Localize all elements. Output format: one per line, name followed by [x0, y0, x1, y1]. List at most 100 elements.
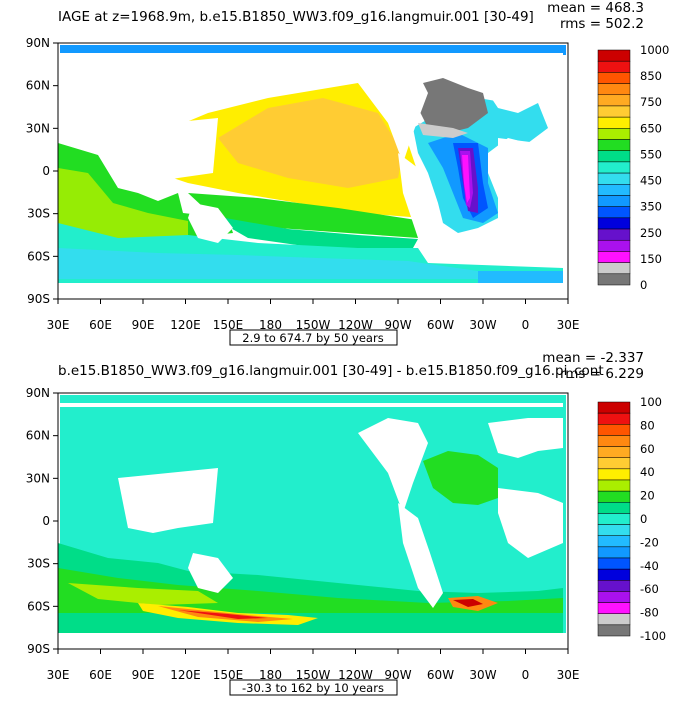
y-axis-2: 90N 60N 30N 0 30S 60S 90S — [26, 386, 58, 656]
colorbar-swatch — [597, 262, 631, 275]
x-tick-label: 180 — [259, 668, 282, 682]
y-axis-1: 90N 60N 30N 0 30S 60S 90S — [26, 36, 58, 306]
colorbar-swatch — [597, 490, 631, 503]
colorbar-swatch — [597, 273, 631, 286]
x-tick-label: 150W — [296, 318, 331, 332]
region-equatorial-pacific — [188, 193, 423, 238]
panel2-mean: mean = -2.337 — [542, 350, 644, 366]
x-tick-label: 90E — [132, 318, 155, 332]
colorbar-label: 850 — [640, 69, 662, 83]
x-tick-label: 120W — [338, 668, 373, 682]
x-axis-1: 30E 60E 90E 120E 150E 180 150W 120W 90W 60W 30W 0 30… — [47, 299, 579, 332]
colorbar-swatch — [597, 161, 631, 174]
colorbar-swatch — [597, 239, 631, 252]
colorbar-swatch — [597, 435, 631, 447]
x-tick-label: 150E — [213, 318, 244, 332]
colorbar-swatch — [597, 479, 631, 492]
colorbar-label: 40 — [640, 465, 655, 479]
y-tick-label: 90S — [27, 642, 50, 656]
colorbar-label: 250 — [640, 226, 662, 240]
x-tick-label: 30W — [469, 318, 496, 332]
x-tick-label: 120E — [170, 318, 201, 332]
panel1-title: IAGE at z=1968.9m, b.e15.B1850_WW3.f09_g… — [58, 9, 534, 25]
panel1-rms: rms = 502.2 — [560, 16, 644, 32]
y-tick-label: 90S — [27, 292, 50, 306]
colorbar-swatch — [597, 195, 631, 207]
colorbar-swatch — [597, 424, 631, 436]
y-tick-label: 30S — [27, 557, 50, 571]
x-axis-2: 30E 60E 90E 120E 150E 180 150W 120W 90W 60W 30W 0 30… — [47, 649, 580, 682]
x-tick-label: 30W — [469, 668, 496, 682]
x-tick-label: 60W — [427, 318, 454, 332]
y-tick-label: 60S — [27, 599, 50, 613]
colorbar-swatch — [597, 83, 631, 96]
x-tick-label: 30E — [47, 318, 70, 332]
contour-info-box-2 — [229, 679, 398, 696]
contour-info-1: 2.9 to 674.7 by 50 years — [242, 331, 383, 345]
colorbar-swatch — [597, 184, 631, 196]
colorbar-swatch — [597, 502, 631, 514]
colorbar-swatch — [597, 116, 631, 129]
y-tick-label: 60N — [26, 429, 50, 443]
colorbar-label: 0 — [640, 512, 647, 526]
y-tick-label: 30S — [27, 207, 50, 221]
colorbar-swatch — [597, 401, 631, 414]
panel-difference: b.e15.B1850_WW3.f09_g16.langmuir.001 [30… — [26, 350, 666, 696]
x-tick-label: 0 — [522, 668, 530, 682]
colorbar-swatch — [597, 217, 631, 230]
colorbar-label: -40 — [640, 559, 659, 573]
colorbar-label: 450 — [640, 174, 662, 188]
colorbar-swatch — [597, 412, 631, 425]
map-plot-1 — [57, 42, 569, 300]
colorbar-swatch — [597, 150, 631, 163]
colorbar-swatch — [597, 580, 631, 592]
colorbar-label: 550 — [640, 147, 662, 161]
colorbar-label: 80 — [640, 418, 655, 432]
x-tick-label: 30E — [557, 668, 580, 682]
colorbar-swatch — [597, 228, 631, 241]
y-tick-label: 60N — [26, 79, 50, 93]
colorbar-label: 150 — [640, 252, 662, 266]
colorbar-swatch — [597, 139, 631, 151]
colorbar-swatch — [597, 251, 631, 263]
contour-info-2: -30.3 to 162 by 10 years — [242, 681, 384, 695]
colorbar-label: 650 — [640, 121, 662, 135]
colorbar-2: 100 80 60 40 20 0 -20 -40 -60 -80 -100 — [597, 395, 666, 643]
x-tick-label: 90W — [384, 318, 411, 332]
x-tick-label: 0 — [522, 318, 530, 332]
contour-info-box-1 — [229, 329, 398, 346]
y-tick-label: 30N — [26, 121, 50, 135]
colorbar-swatch — [597, 94, 631, 107]
x-tick-label: 60E — [89, 668, 112, 682]
colorbar-swatch — [597, 624, 631, 637]
y-tick-label: 60S — [27, 249, 50, 263]
colorbar-swatch — [597, 524, 631, 536]
colorbar-swatch — [597, 613, 631, 626]
colorbar-label: -100 — [640, 629, 666, 643]
colorbar-label: -80 — [640, 606, 659, 620]
colorbar-swatch — [597, 557, 631, 570]
panel2-rms: rms = 6.229 — [560, 366, 644, 382]
panel1-mean: mean = 468.3 — [547, 0, 644, 16]
x-tick-label: 120E — [170, 668, 201, 682]
colorbar-swatch — [597, 513, 631, 525]
colorbar-label: 1000 — [640, 43, 669, 57]
colorbar-label: -20 — [640, 535, 659, 549]
x-tick-label: 30E — [47, 668, 70, 682]
x-tick-label: 60W — [427, 668, 454, 682]
y-tick-label: 0 — [42, 164, 50, 178]
panel-iage: IAGE at z=1968.9m, b.e15.B1850_WW3.f09_g… — [26, 0, 669, 346]
colorbar-swatch — [597, 446, 631, 458]
x-tick-label: 180 — [259, 318, 282, 332]
colorbar-swatch — [597, 206, 631, 219]
x-tick-label: 90E — [132, 668, 155, 682]
y-tick-label: 90N — [26, 36, 50, 50]
y-tick-label: 30N — [26, 471, 50, 485]
region-north-atlantic-2 — [423, 451, 498, 505]
colorbar-swatch — [597, 49, 631, 62]
colorbar-swatch — [597, 105, 631, 118]
colorbar-swatch — [597, 591, 631, 603]
colorbar-swatch — [597, 568, 631, 581]
colorbar-label: -60 — [640, 582, 659, 596]
